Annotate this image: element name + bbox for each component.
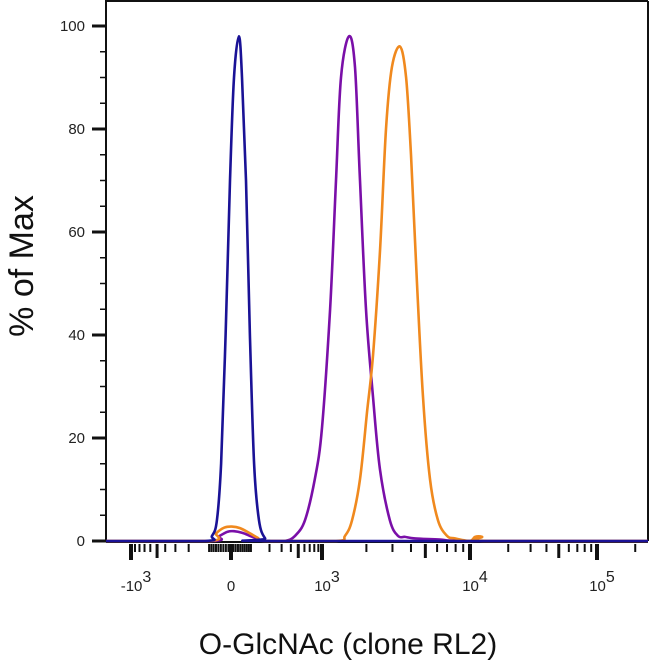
x-tick-exponent: 5 bbox=[606, 569, 615, 586]
y-tick-label: 60 bbox=[68, 224, 85, 241]
y-axis-title: % of Max bbox=[3, 195, 41, 337]
x-tick-base: -10 bbox=[121, 578, 143, 595]
x-tick-exponent: 3 bbox=[142, 569, 151, 586]
y-tick-label: 0 bbox=[77, 533, 85, 550]
y-tick-label: 20 bbox=[68, 430, 85, 447]
x-axis-title: O-GlcNAc (clone RL2) bbox=[199, 628, 497, 661]
histogram-curve-isotype-control bbox=[105, 34, 648, 543]
x-tick-label: -103 bbox=[121, 569, 152, 595]
histogram-curve-unstained bbox=[105, 35, 648, 543]
x-tick-label: 104 bbox=[462, 569, 488, 595]
y-tick-label: 100 bbox=[60, 18, 85, 35]
x-tick-label: 105 bbox=[589, 569, 615, 595]
x-tick-base: 10 bbox=[589, 578, 606, 595]
x-tick-base: 10 bbox=[314, 578, 331, 595]
y-tick-label: 80 bbox=[68, 121, 85, 138]
x-tick-label: 103 bbox=[314, 569, 340, 595]
y-tick-label: 40 bbox=[68, 327, 85, 344]
y-axis: 0 20 40 60 80 100 bbox=[60, 18, 106, 550]
x-tick-base: 10 bbox=[462, 578, 479, 595]
x-tick-exponent: 3 bbox=[331, 569, 340, 586]
x-tick-base: 0 bbox=[227, 578, 235, 595]
histogram-curves bbox=[105, 34, 648, 543]
x-tick-exponent: 4 bbox=[479, 569, 488, 586]
plot-frame bbox=[105, 0, 649, 543]
x-tick-label: 0 bbox=[227, 578, 235, 595]
histogram-curve-o-glcnac-rl2 bbox=[105, 45, 648, 543]
